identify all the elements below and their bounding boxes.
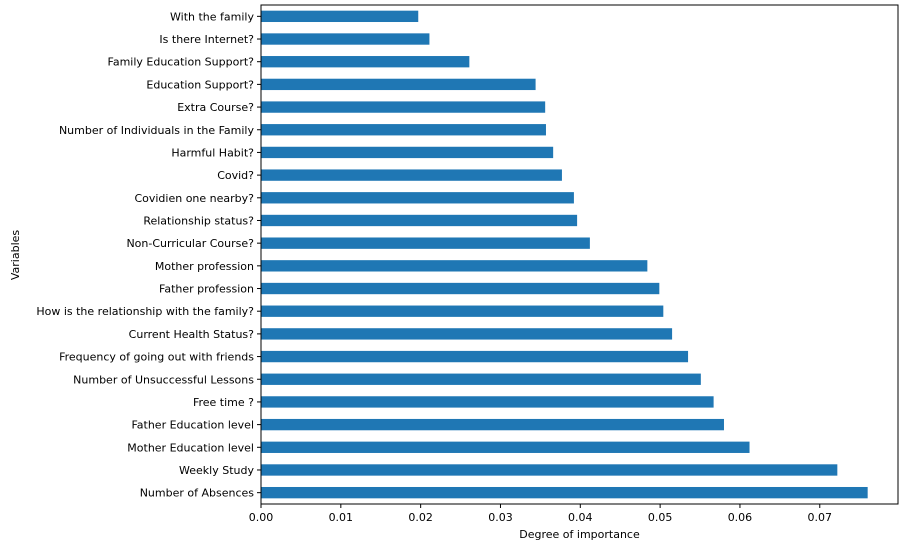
y-tick-label: Covid? bbox=[217, 169, 254, 182]
bar bbox=[261, 192, 574, 204]
bar bbox=[261, 169, 562, 181]
bar bbox=[261, 237, 590, 249]
y-tick-label: Mother profession bbox=[155, 260, 254, 273]
x-tick-label: 0.05 bbox=[648, 511, 673, 524]
bar bbox=[261, 441, 750, 453]
y-tick-label: Mother Education level bbox=[127, 441, 254, 454]
x-tick-label: 0.06 bbox=[728, 511, 753, 524]
y-tick-label: Weekly Study bbox=[179, 464, 254, 477]
bar bbox=[261, 101, 546, 113]
bars-group bbox=[261, 10, 868, 499]
y-tick-label: Number of Absences bbox=[140, 487, 255, 500]
y-tick-label: Relationship status? bbox=[143, 214, 254, 227]
plot-frame bbox=[260, 4, 899, 505]
bar bbox=[261, 486, 868, 499]
bar bbox=[261, 350, 689, 363]
y-tick-label: Free time ? bbox=[193, 396, 254, 409]
x-tick-group: 0.00 0.01 0.02 0.03 0.04 0.05 0.06 0.07 bbox=[249, 504, 832, 524]
y-tick-label: Number of Individuals in the Family bbox=[59, 124, 255, 137]
y-tick-group: With the family Is there Internet? Family … bbox=[36, 10, 261, 500]
y-tick-label: With the family bbox=[170, 10, 254, 23]
y-tick-label: Number of Unsuccessful Lessons bbox=[73, 373, 254, 386]
y-tick-label: Family Education Support? bbox=[108, 56, 255, 69]
x-tick-label: 0.01 bbox=[329, 511, 354, 524]
bar bbox=[261, 305, 664, 317]
y-tick-label: Extra Course? bbox=[177, 101, 254, 114]
bar bbox=[261, 78, 536, 91]
y-tick-label: Harmful Habit? bbox=[171, 146, 254, 159]
x-tick-label: 0.07 bbox=[808, 511, 833, 524]
y-tick-label: Father Education level bbox=[131, 419, 254, 432]
bar bbox=[261, 146, 554, 159]
x-tick-label: 0.03 bbox=[488, 511, 513, 524]
y-tick-label: Education Support? bbox=[146, 78, 254, 91]
bar bbox=[261, 464, 838, 476]
bar bbox=[261, 33, 430, 45]
bar bbox=[261, 282, 660, 295]
bar bbox=[261, 260, 648, 272]
bar bbox=[261, 328, 673, 340]
y-tick-label: Frequency of going out with friends bbox=[59, 351, 254, 364]
y-tick-label: Non-Curricular Course? bbox=[126, 237, 254, 250]
y-tick-label: Covidien one nearby? bbox=[134, 192, 254, 205]
bar bbox=[261, 124, 546, 136]
y-tick-label: Father profession bbox=[159, 283, 254, 296]
bar bbox=[261, 56, 470, 68]
y-tick-label: Current Health Status? bbox=[129, 328, 254, 341]
bar bbox=[261, 373, 701, 385]
y-axis-title: Variables bbox=[9, 230, 22, 281]
x-tick-label: 0.02 bbox=[408, 511, 433, 524]
x-tick-label: 0.04 bbox=[568, 511, 593, 524]
x-tick-label: 0.00 bbox=[249, 511, 274, 524]
bar bbox=[261, 10, 419, 23]
bar bbox=[261, 396, 714, 408]
y-tick-label: Is there Internet? bbox=[159, 33, 254, 46]
bar bbox=[261, 418, 724, 431]
y-tick-label: How is the relationship with the family? bbox=[36, 305, 254, 318]
bar bbox=[261, 214, 578, 227]
x-axis-title: Degree of importance bbox=[519, 528, 640, 541]
